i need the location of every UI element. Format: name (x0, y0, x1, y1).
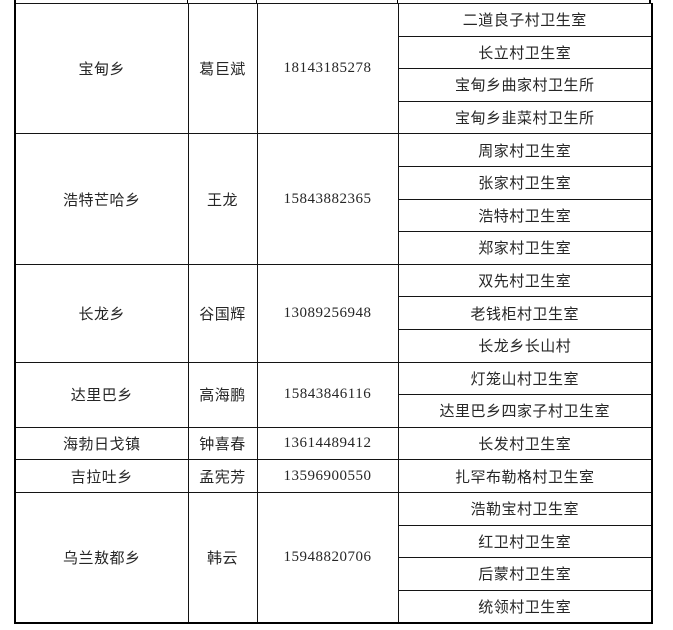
table-row: 张家村卫生室 (15, 165, 653, 200)
clinic-cell: 张家村卫生室 (397, 165, 653, 200)
table-top-border-stub (187, 0, 188, 4)
clinic-cell: 宝甸乡韭菜村卫生所 (397, 100, 653, 135)
clinic-cell: 统领村卫生室 (397, 589, 653, 624)
table-row: 宝甸乡韭菜村卫生所 (15, 100, 653, 135)
table-body: 宝甸乡 葛巨斌 18143185278 二道良子村卫生室 长立村卫生室 宝甸乡曲家村卫生所… (14, 2, 653, 624)
contact-name-cell: 王龙 (187, 133, 258, 265)
clinic-cell: 老钱柜村卫生室 (397, 296, 653, 330)
clinic-cell: 双先村卫生室 (397, 263, 653, 298)
township-cell: 达里巴乡 (14, 361, 189, 428)
clinic-cell: 浩勒宝村卫生室 (397, 491, 653, 526)
contact-name-cell: 孟宪芳 (187, 459, 258, 493)
table-row: 长立村卫生室 (15, 35, 653, 70)
table-row: 乌兰敖都乡 韩云 15948820706 浩勒宝村卫生室 (14, 491, 653, 624)
phone-cell: 15843882365 (256, 133, 399, 265)
contact-name-cell: 钟喜春 (187, 426, 258, 461)
table-row: 吉拉吐乡 孟宪芳 13596900550 扎罕布勒格村卫生室 (14, 459, 653, 493)
clinic-cell: 后蒙村卫生室 (397, 557, 653, 591)
phone-cell: 15948820706 (256, 491, 399, 624)
clinic-cell: 二道良子村卫生室 (397, 3, 653, 37)
phone-cell: 18143185278 (256, 2, 399, 135)
clinic-cell: 郑家村卫生室 (397, 231, 653, 265)
table-row: 宝甸乡曲家村卫生所 (15, 68, 653, 102)
contact-name-cell: 谷国辉 (187, 263, 258, 363)
township-cell: 海勃日戈镇 (14, 426, 189, 461)
phone-cell: 15843846116 (256, 361, 399, 428)
clinic-cell: 宝甸乡曲家村卫生所 (397, 68, 653, 102)
contact-name-cell: 葛巨斌 (187, 2, 258, 135)
table-top-border-stub (649, 0, 651, 4)
contact-name-cell: 韩云 (187, 491, 258, 624)
contact-name-cell: 高海鹏 (187, 361, 258, 428)
table-row: 老钱柜村卫生室 (15, 296, 653, 330)
clinic-cell: 达里巴乡四家子村卫生室 (397, 394, 653, 428)
phone-cell: 13596900550 (256, 459, 399, 493)
clinic-cell: 长立村卫生室 (397, 35, 653, 70)
table-row: 红卫村卫生室 (15, 524, 653, 559)
township-cell: 吉拉吐乡 (14, 459, 189, 493)
table-row: 后蒙村卫生室 (15, 557, 653, 591)
township-cell: 浩特芒哈乡 (14, 133, 189, 265)
clinic-cell: 浩特村卫生室 (397, 198, 653, 233)
table-top-border-stub (397, 0, 398, 4)
table-row: 长龙乡长山村 (15, 328, 653, 363)
table-top-border-stub (14, 0, 16, 4)
township-cell: 乌兰敖都乡 (14, 491, 189, 624)
clinic-cell: 周家村卫生室 (397, 133, 653, 167)
township-cell: 宝甸乡 (14, 2, 189, 135)
table-row: 浩特村卫生室 (15, 198, 653, 233)
clinic-cell: 扎罕布勒格村卫生室 (397, 459, 653, 493)
township-cell: 长龙乡 (14, 263, 189, 363)
phone-cell: 13614489412 (256, 426, 399, 461)
table-top-border-stub (256, 0, 257, 4)
table-row: 统领村卫生室 (15, 589, 653, 624)
clinic-cell: 红卫村卫生室 (397, 524, 653, 559)
clinic-cell: 长龙乡长山村 (397, 328, 653, 363)
clinic-contact-table: 宝甸乡 葛巨斌 18143185278 二道良子村卫生室 长立村卫生室 宝甸乡曲家村卫生所… (14, 2, 653, 624)
table-container: 宝甸乡 葛巨斌 18143185278 二道良子村卫生室 长立村卫生室 宝甸乡曲家村卫生所… (14, 2, 653, 624)
table-row: 长龙乡 谷国辉 13089256948 双先村卫生室 (14, 263, 653, 363)
table-row: 达里巴乡 高海鹏 15843846116 灯笼山村卫生室 (14, 361, 653, 428)
phone-cell: 13089256948 (256, 263, 399, 363)
table-row: 浩特芒哈乡 王龙 15843882365 周家村卫生室 (14, 133, 653, 265)
clinic-cell: 灯笼山村卫生室 (397, 361, 653, 396)
table-row: 海勃日戈镇 钟喜春 13614489412 长发村卫生室 (14, 426, 653, 461)
clinic-cell: 长发村卫生室 (397, 426, 653, 461)
table-row: 宝甸乡 葛巨斌 18143185278 二道良子村卫生室 (14, 2, 653, 135)
